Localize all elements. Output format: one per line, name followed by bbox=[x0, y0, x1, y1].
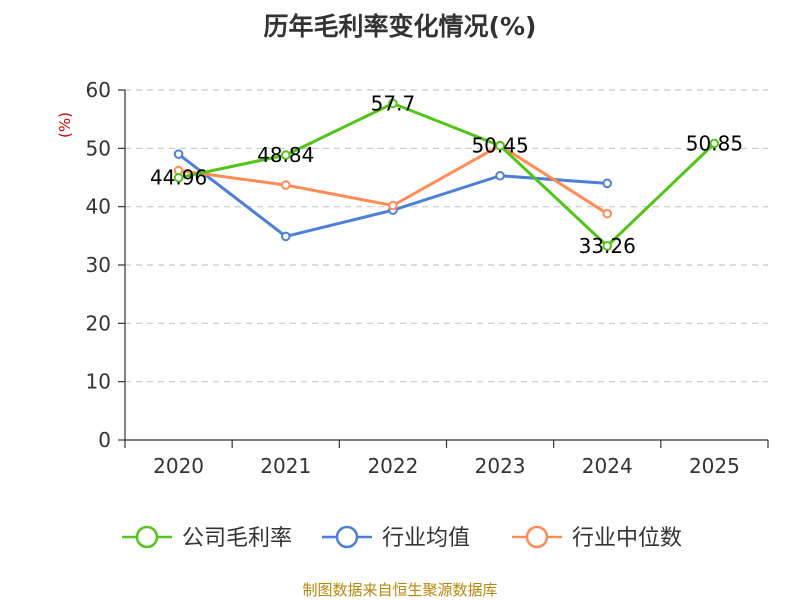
point-s0-2022 bbox=[388, 98, 398, 109]
y-axis-unit-label: (%) bbox=[56, 112, 74, 138]
point-s1-2020 bbox=[173, 149, 184, 159]
x-tick-label-2025: 2025 bbox=[689, 454, 740, 478]
chart-title: 历年毛利率变化情况(%) bbox=[264, 12, 537, 41]
data-label-2024: 33.26 bbox=[579, 234, 636, 258]
point-s2-2021 bbox=[280, 180, 291, 190]
x-tick-label-2022: 2022 bbox=[367, 454, 418, 478]
legend-marker-2 bbox=[525, 525, 549, 549]
source-note: 制图数据来自恒生聚源数据库 bbox=[302, 581, 497, 599]
axes: 0 10 20 30 40 50 60 2020 2021 2022 2023 2024 2025 bbox=[86, 78, 769, 478]
legend: 公司毛利率 行业均值 行业中位数 bbox=[122, 525, 682, 551]
data-label-2022: 57.7 bbox=[371, 91, 416, 115]
x-tick-label-2021: 2021 bbox=[260, 454, 311, 478]
y-tick-label-60: 60 bbox=[86, 78, 111, 102]
y-tick-label-30: 30 bbox=[86, 253, 111, 277]
data-label-2020: 44.96 bbox=[150, 166, 207, 190]
point-s0-2024 bbox=[602, 241, 613, 251]
point-s2-2024 bbox=[602, 208, 613, 219]
point-s1-2021 bbox=[280, 231, 291, 242]
legend-marker-0 bbox=[135, 525, 159, 549]
data-labels: 44.96 48.84 57.7 50.45 33.26 50.85 bbox=[150, 91, 743, 258]
point-s0-2025 bbox=[709, 138, 720, 149]
legend-marker-1 bbox=[335, 525, 359, 549]
x-tick-label-2023: 2023 bbox=[475, 454, 526, 478]
point-s0-2021 bbox=[280, 150, 291, 160]
series-line-1 bbox=[177, 152, 608, 238]
y-tick-label-0: 0 bbox=[98, 428, 111, 452]
y-tick-label-50: 50 bbox=[86, 136, 111, 160]
series-line-0 bbox=[178, 101, 716, 248]
series-lines bbox=[173, 98, 720, 251]
point-s2-2022 bbox=[388, 200, 398, 211]
legend-label-2: 行业中位数 bbox=[572, 526, 682, 551]
data-label-2021: 48.84 bbox=[257, 143, 314, 167]
point-s0-2023 bbox=[495, 140, 505, 151]
point-s0-2020 bbox=[173, 172, 184, 183]
legend-label-1: 行业均值 bbox=[382, 526, 470, 551]
x-tick-label-2024: 2024 bbox=[582, 454, 633, 478]
data-label-2025: 50.85 bbox=[686, 131, 743, 155]
grid-lines bbox=[125, 89, 768, 383]
point-s1-2023 bbox=[495, 170, 505, 181]
legend-label-0: 公司毛利率 bbox=[182, 526, 292, 551]
point-s1-2024 bbox=[602, 178, 613, 189]
y-tick-label-40: 40 bbox=[86, 195, 111, 219]
y-tick-label-20: 20 bbox=[86, 311, 111, 335]
data-label-2023: 50.45 bbox=[471, 134, 528, 158]
x-tick-label-2020: 2020 bbox=[153, 454, 204, 478]
y-tick-label-10: 10 bbox=[86, 370, 111, 394]
